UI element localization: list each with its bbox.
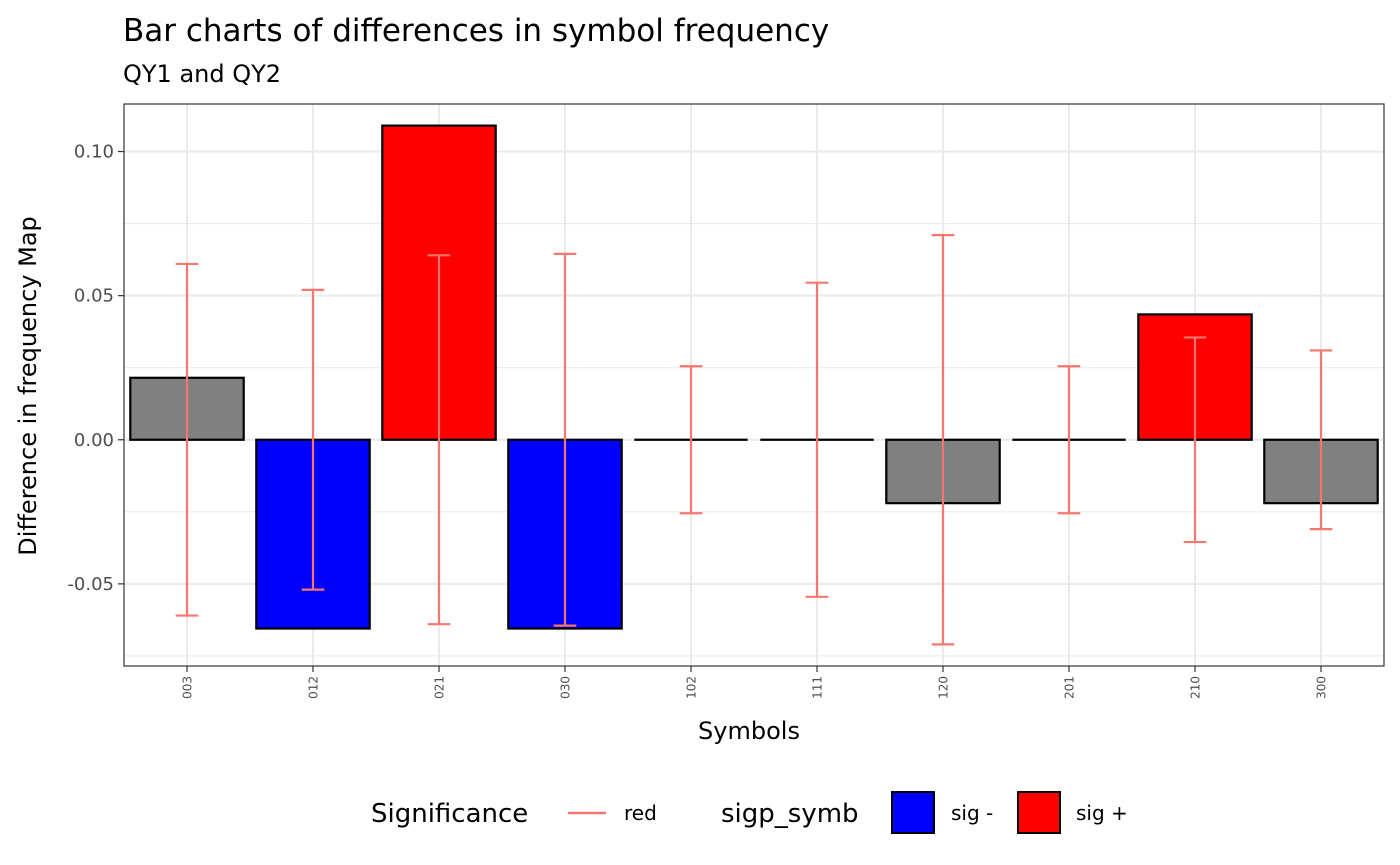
x-tick-label: 102	[685, 676, 699, 699]
legend-key-sig-plus	[1017, 791, 1061, 834]
y-tick-label: 0.05	[74, 286, 114, 307]
x-tick-label: 030	[559, 676, 573, 699]
legend-label-sig-plus: sig +	[1076, 801, 1128, 825]
error-bar-012	[301, 288, 325, 591]
y-axis: -0.05 0.00 0.05 0.10	[67, 142, 124, 595]
y-axis-title: Difference in frequency Map	[14, 216, 42, 556]
legend-title-significance: Significance	[371, 799, 528, 829]
x-tick-label: 003	[181, 676, 195, 699]
error-bar-120	[931, 234, 955, 646]
x-axis: 003 012 021 030 102 111 120 201 210 300	[181, 666, 1329, 699]
panel-border	[123, 103, 1385, 667]
x-tick-label: 120	[937, 676, 951, 699]
chart-title: Bar charts of differences in symbol freq…	[123, 13, 829, 49]
x-tick-label: 210	[1189, 676, 1203, 699]
plot-panel	[123, 103, 1385, 667]
legend-label-red: red	[624, 801, 657, 825]
legend: Significance red sigp_symb sig - sig +	[371, 791, 1128, 834]
error-bar-201	[1057, 365, 1081, 515]
legend-key-sig-minus	[891, 791, 935, 834]
x-tick-label: 012	[307, 676, 321, 699]
x-tick-label: 021	[433, 676, 447, 699]
error-bar-210	[1183, 336, 1207, 544]
y-tick-label: -0.05	[67, 574, 114, 595]
error-bar-003	[175, 262, 199, 617]
x-tick-label: 111	[811, 676, 825, 699]
legend-title-fill: sigp_symb	[721, 799, 859, 829]
error-bars	[175, 234, 1333, 646]
error-bar-111	[805, 281, 829, 598]
error-bar-102	[679, 365, 703, 515]
x-tick-label: 201	[1063, 676, 1077, 699]
chart-subtitle: QY1 and QY2	[123, 60, 281, 88]
error-bar-300	[1309, 349, 1333, 531]
y-tick-label: 0.10	[74, 142, 114, 163]
x-axis-title: Symbols	[698, 717, 800, 745]
error-bar-030	[553, 252, 577, 627]
error-bar-021	[427, 254, 451, 626]
x-tick-label: 300	[1315, 676, 1329, 699]
legend-label-sig-minus: sig -	[951, 801, 993, 825]
y-tick-label: 0.00	[74, 430, 114, 451]
